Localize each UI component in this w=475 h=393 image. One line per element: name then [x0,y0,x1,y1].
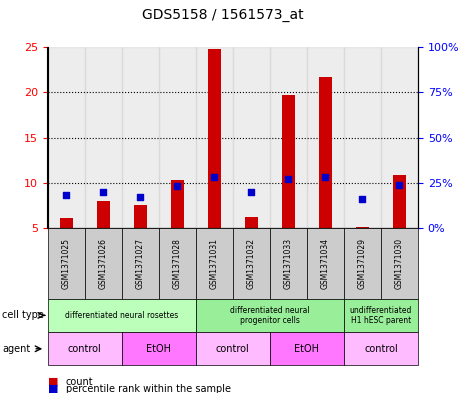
Text: EtOH: EtOH [146,344,171,354]
Text: GSM1371032: GSM1371032 [247,238,256,289]
Bar [196,47,233,228]
Point [359,196,366,202]
Bar [393,174,406,228]
Text: differentiated neural
progenitor cells: differentiated neural progenitor cells [230,306,310,325]
Text: GSM1371031: GSM1371031 [210,238,218,289]
Text: GSM1371027: GSM1371027 [136,238,144,289]
Bar [233,47,270,228]
Text: EtOH: EtOH [294,344,319,354]
Bar [208,49,221,228]
Text: GDS5158 / 1561573_at: GDS5158 / 1561573_at [142,7,304,22]
Bar [171,180,184,228]
Text: ■: ■ [48,377,58,387]
Bar [344,47,381,228]
Text: GSM1371033: GSM1371033 [284,238,293,289]
Point [322,174,329,180]
Bar [122,47,159,228]
Point [285,176,292,182]
Text: control: control [216,344,250,354]
Text: ■: ■ [48,384,58,393]
Text: cell type: cell type [2,310,44,320]
Point [173,183,181,189]
Text: differentiated neural rosettes: differentiated neural rosettes [65,311,178,320]
Text: percentile rank within the sample: percentile rank within the sample [66,384,230,393]
Point [396,182,403,188]
Text: control: control [364,344,398,354]
Bar [85,47,122,228]
Text: GSM1371025: GSM1371025 [62,238,70,289]
Bar [59,218,73,228]
Text: GSM1371028: GSM1371028 [173,238,181,289]
Bar [133,205,147,228]
Text: GSM1371029: GSM1371029 [358,238,367,289]
Bar [307,47,344,228]
Bar [381,47,418,228]
Text: count: count [66,377,93,387]
Bar [159,47,196,228]
Bar [282,95,295,228]
Text: GSM1371026: GSM1371026 [99,238,107,289]
Text: undifferentiated
H1 hESC parent: undifferentiated H1 hESC parent [350,306,412,325]
Text: control: control [67,344,102,354]
Point [99,189,107,195]
Bar [245,217,258,228]
Bar [96,201,110,228]
Point [136,194,144,200]
Bar [319,77,332,228]
Bar [270,47,307,228]
Bar [48,47,85,228]
Point [210,174,218,180]
Text: GSM1371034: GSM1371034 [321,238,330,289]
Point [62,192,70,198]
Text: agent: agent [2,344,30,354]
Text: GSM1371030: GSM1371030 [395,238,404,289]
Bar [356,227,369,228]
Point [247,189,255,195]
